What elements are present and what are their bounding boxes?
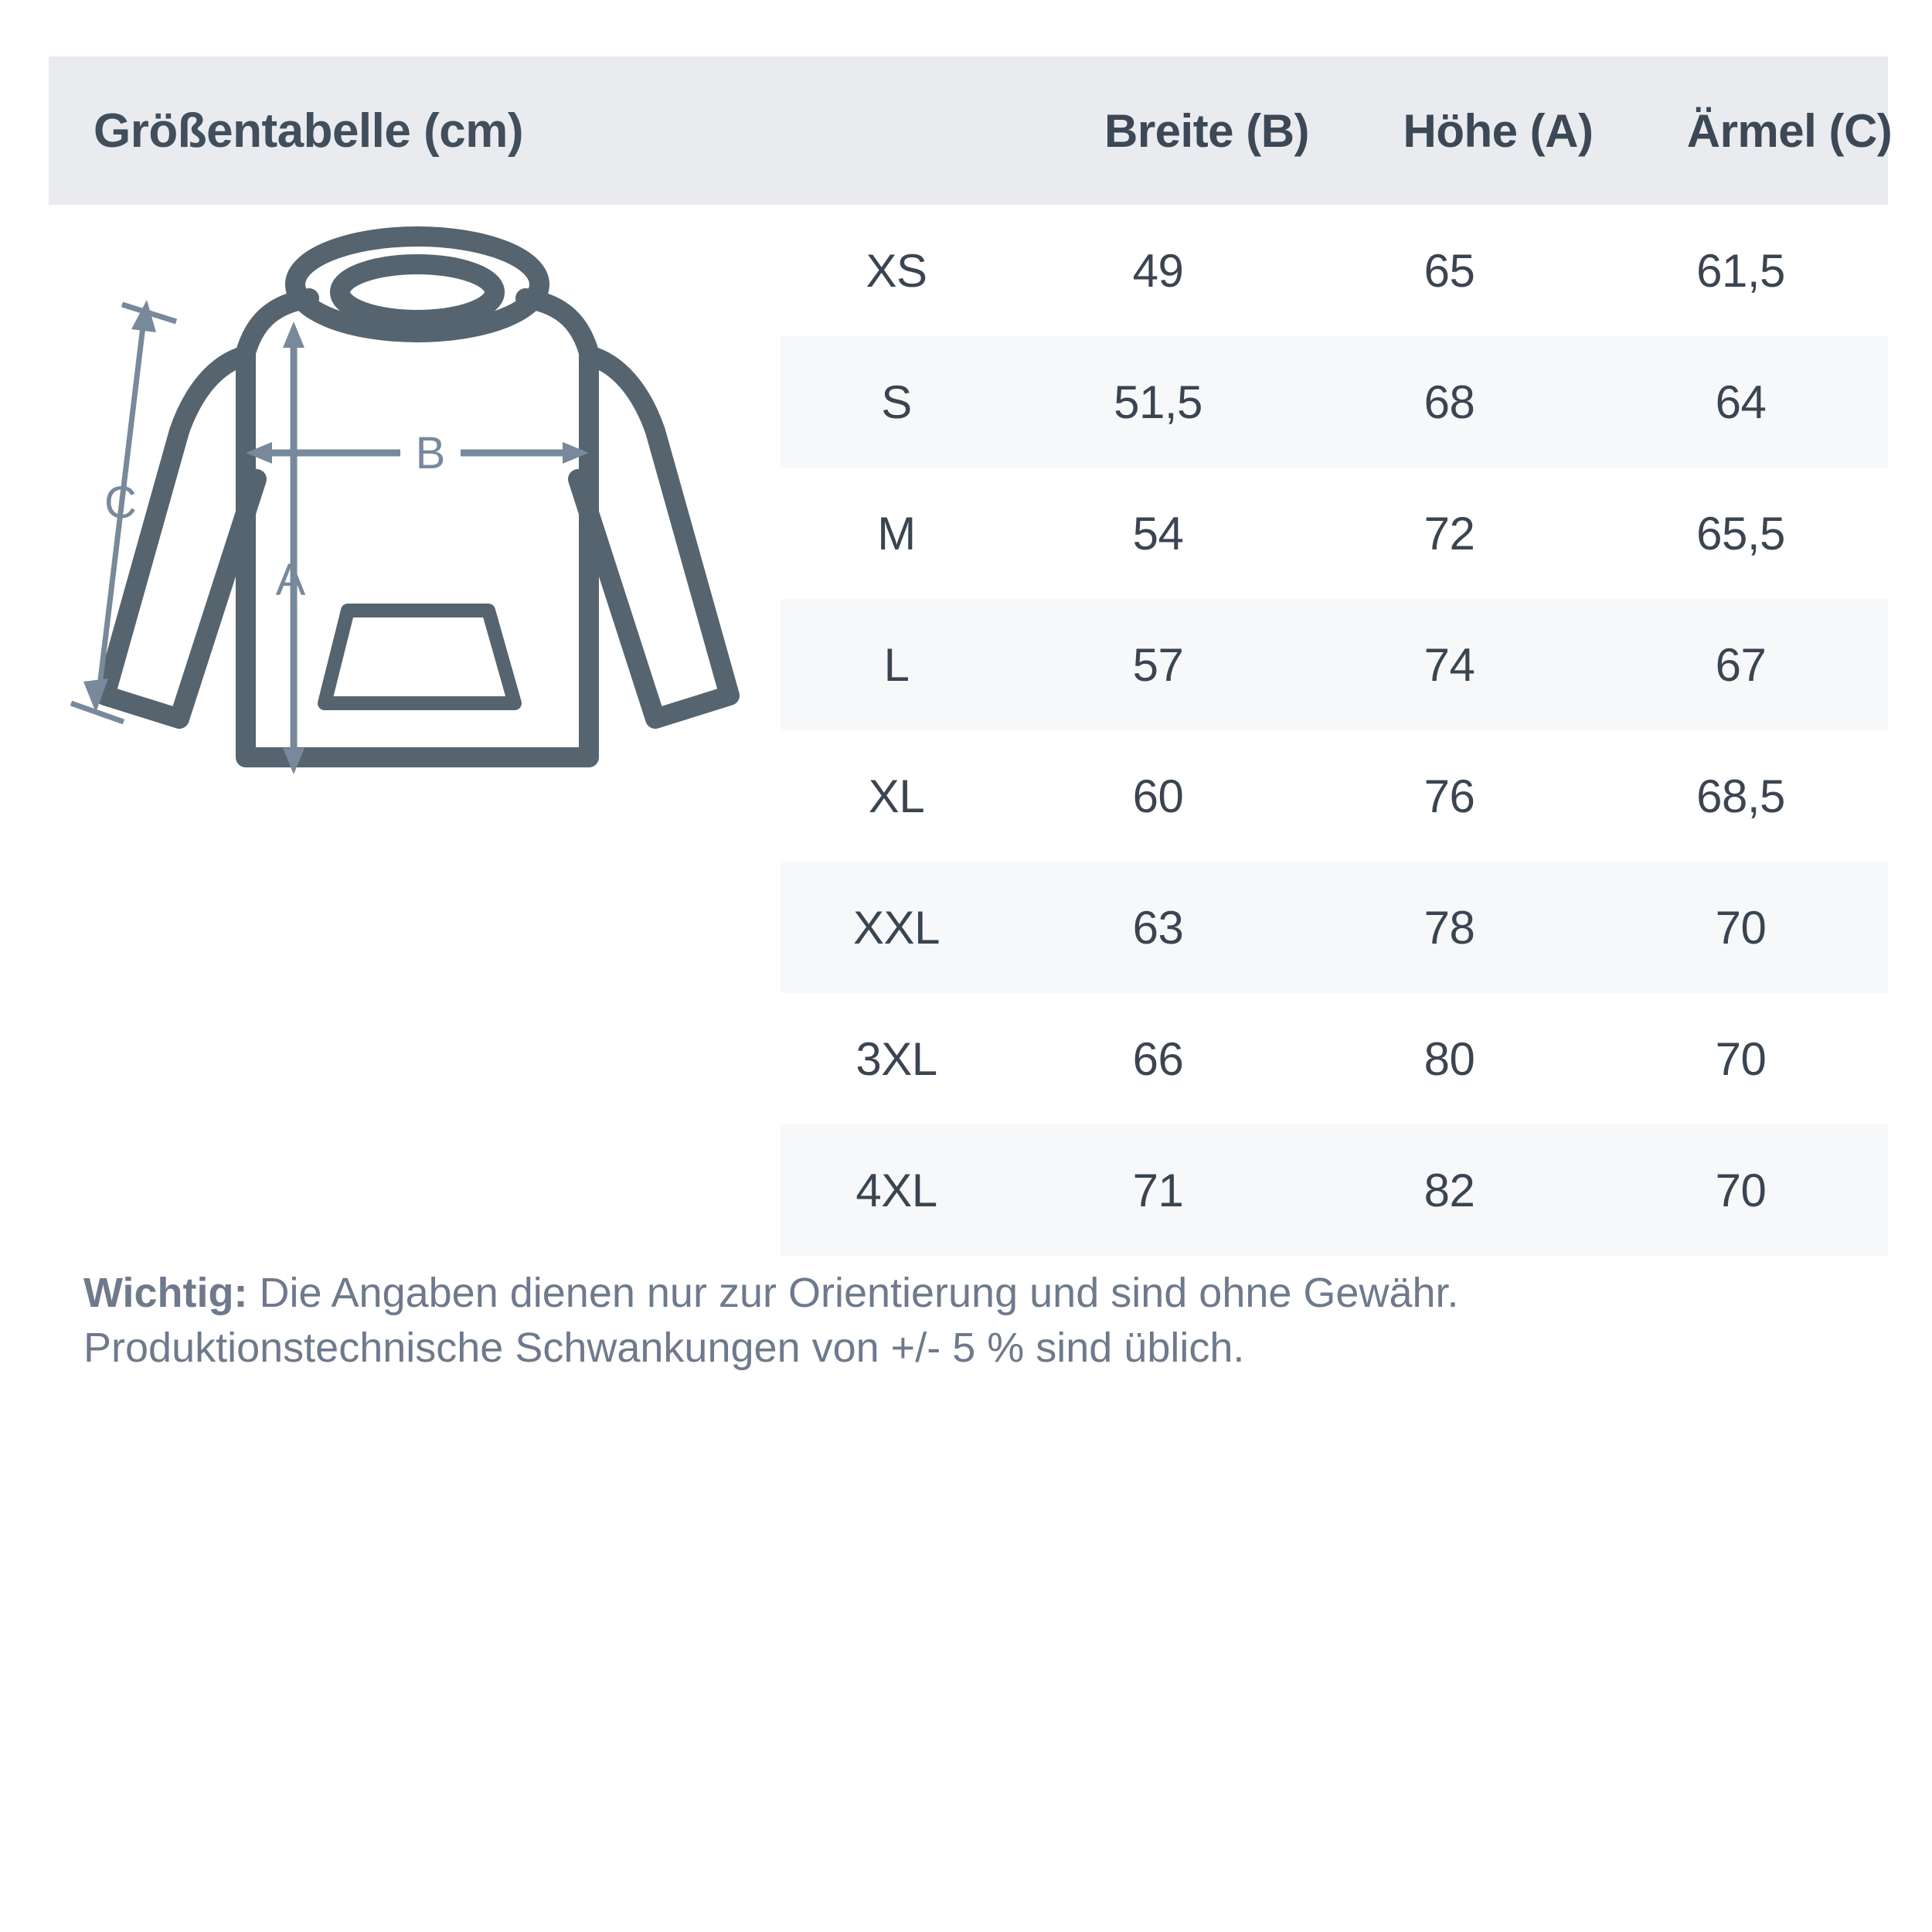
column-header-aermel: Ärmel (C) — [1686, 104, 1893, 157]
disclaimer-line-2: Produktionstechnische Schwankungen von +… — [83, 1325, 1245, 1372]
cell-breite: 57 — [1132, 638, 1184, 691]
cell-hoehe: 76 — [1423, 770, 1475, 822]
cell-aermel: 68,5 — [1696, 770, 1785, 822]
cell-size: S — [881, 376, 912, 428]
dimension-line-a — [283, 321, 304, 774]
cell-breite: 66 — [1132, 1032, 1184, 1085]
table-header-band: Größentabelle (cm) Breite (B) Höhe (A) Ä… — [49, 56, 1893, 205]
dimension-line-b — [246, 442, 589, 464]
column-header-breite: Breite (B) — [1104, 104, 1310, 157]
cell-hoehe: 72 — [1423, 507, 1475, 560]
cell-breite: 54 — [1132, 507, 1184, 560]
cell-breite: 51,5 — [1114, 376, 1202, 428]
dimension-label-b: B — [416, 428, 446, 478]
cell-breite: 60 — [1132, 770, 1184, 822]
cell-aermel: 67 — [1715, 638, 1767, 691]
page-title: Größentabelle (cm) — [94, 104, 524, 158]
cell-size: XL — [868, 770, 925, 822]
table-row: XS 49 65 61,5 — [781, 205, 1888, 336]
cell-breite: 63 — [1132, 901, 1184, 954]
dimension-line-c — [70, 300, 178, 725]
cell-aermel: 70 — [1715, 901, 1767, 954]
cell-size: 4XL — [855, 1164, 937, 1216]
cell-size: L — [883, 638, 910, 691]
disclaimer-note: Wichtig: Die Angaben dienen nur zur Orie… — [83, 1266, 1861, 1376]
table-row: L 57 74 67 — [781, 599, 1888, 730]
table-row: M 54 72 65,5 — [781, 468, 1888, 599]
column-header-hoehe: Höhe (A) — [1403, 104, 1594, 157]
dimension-annotations — [70, 300, 589, 774]
cell-size: 3XL — [855, 1032, 937, 1085]
disclaimer-line-1: Die Angaben dienen nur zur Orientierung … — [247, 1270, 1459, 1316]
cell-hoehe: 82 — [1423, 1164, 1475, 1216]
table-row: 3XL 66 80 70 — [781, 993, 1888, 1124]
cell-aermel: 70 — [1715, 1032, 1767, 1085]
size-table-body: XS 49 65 61,5 S 51,5 68 64 M 54 72 65,5 … — [781, 205, 1888, 1256]
cell-size: XS — [866, 244, 927, 297]
table-row: 4XL 71 82 70 — [781, 1124, 1888, 1256]
dimension-label-a: A — [276, 555, 306, 605]
table-row: S 51,5 68 64 — [781, 336, 1888, 468]
cell-breite: 71 — [1132, 1164, 1184, 1216]
cell-breite: 49 — [1132, 244, 1184, 297]
cell-hoehe: 74 — [1423, 638, 1475, 691]
disclaimer-label: Wichtig: — [83, 1270, 248, 1316]
cell-hoehe: 68 — [1423, 376, 1475, 428]
cell-hoehe: 65 — [1423, 244, 1475, 297]
dimension-label-c: C — [104, 478, 137, 528]
cell-size: XXL — [853, 901, 940, 954]
cell-aermel: 61,5 — [1696, 244, 1785, 297]
cell-aermel: 64 — [1715, 376, 1767, 428]
table-row: XL 60 76 68,5 — [781, 730, 1888, 862]
hoodie-measurement-diagram: A B C — [62, 224, 773, 858]
cell-size: M — [877, 507, 916, 560]
hoodie-icon — [95, 226, 740, 767]
cell-hoehe: 78 — [1423, 901, 1475, 954]
cell-hoehe: 80 — [1423, 1032, 1475, 1085]
column-header-row: Breite (B) Höhe (A) Ärmel (C) — [829, 56, 1932, 205]
cell-aermel: 65,5 — [1696, 507, 1785, 560]
table-row: XXL 63 78 70 — [781, 862, 1888, 993]
cell-aermel: 70 — [1715, 1164, 1767, 1216]
